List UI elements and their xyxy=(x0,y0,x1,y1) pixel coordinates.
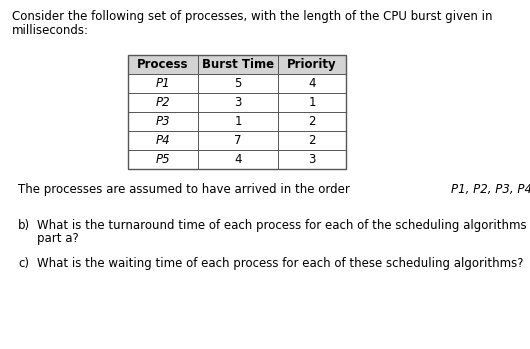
Text: Consider the following set of processes, with the length of the CPU burst given : Consider the following set of processes,… xyxy=(12,10,492,23)
Text: b): b) xyxy=(18,219,30,232)
Bar xyxy=(128,55,346,74)
Text: P1: P1 xyxy=(156,77,170,90)
Text: milliseconds:: milliseconds: xyxy=(12,24,89,37)
Text: The processes are assumed to have arrived in the order: The processes are assumed to have arrive… xyxy=(18,183,354,196)
Text: c): c) xyxy=(18,257,29,270)
Text: 3: 3 xyxy=(308,153,316,166)
Text: P1, P2, P3, P4, P5: P1, P2, P3, P4, P5 xyxy=(451,183,530,196)
Text: P2: P2 xyxy=(156,96,170,109)
Text: 3: 3 xyxy=(234,96,242,109)
Bar xyxy=(128,55,346,169)
Text: 5: 5 xyxy=(234,77,242,90)
Text: What is the turnaround time of each process for each of the scheduling algorithm: What is the turnaround time of each proc… xyxy=(37,219,530,232)
Text: 1: 1 xyxy=(234,115,242,128)
Text: P5: P5 xyxy=(156,153,170,166)
Text: Burst Time: Burst Time xyxy=(202,58,274,71)
Text: 2: 2 xyxy=(308,115,316,128)
Text: 1: 1 xyxy=(308,96,316,109)
Text: 7: 7 xyxy=(234,134,242,147)
Text: Process: Process xyxy=(137,58,189,71)
Text: part a?: part a? xyxy=(37,232,79,245)
Text: 4: 4 xyxy=(308,77,316,90)
Text: 2: 2 xyxy=(308,134,316,147)
Text: P3: P3 xyxy=(156,115,170,128)
Text: 4: 4 xyxy=(234,153,242,166)
Text: What is the waiting time of each process for each of these scheduling algorithms: What is the waiting time of each process… xyxy=(37,257,524,270)
Text: Priority: Priority xyxy=(287,58,337,71)
Text: P4: P4 xyxy=(156,134,170,147)
